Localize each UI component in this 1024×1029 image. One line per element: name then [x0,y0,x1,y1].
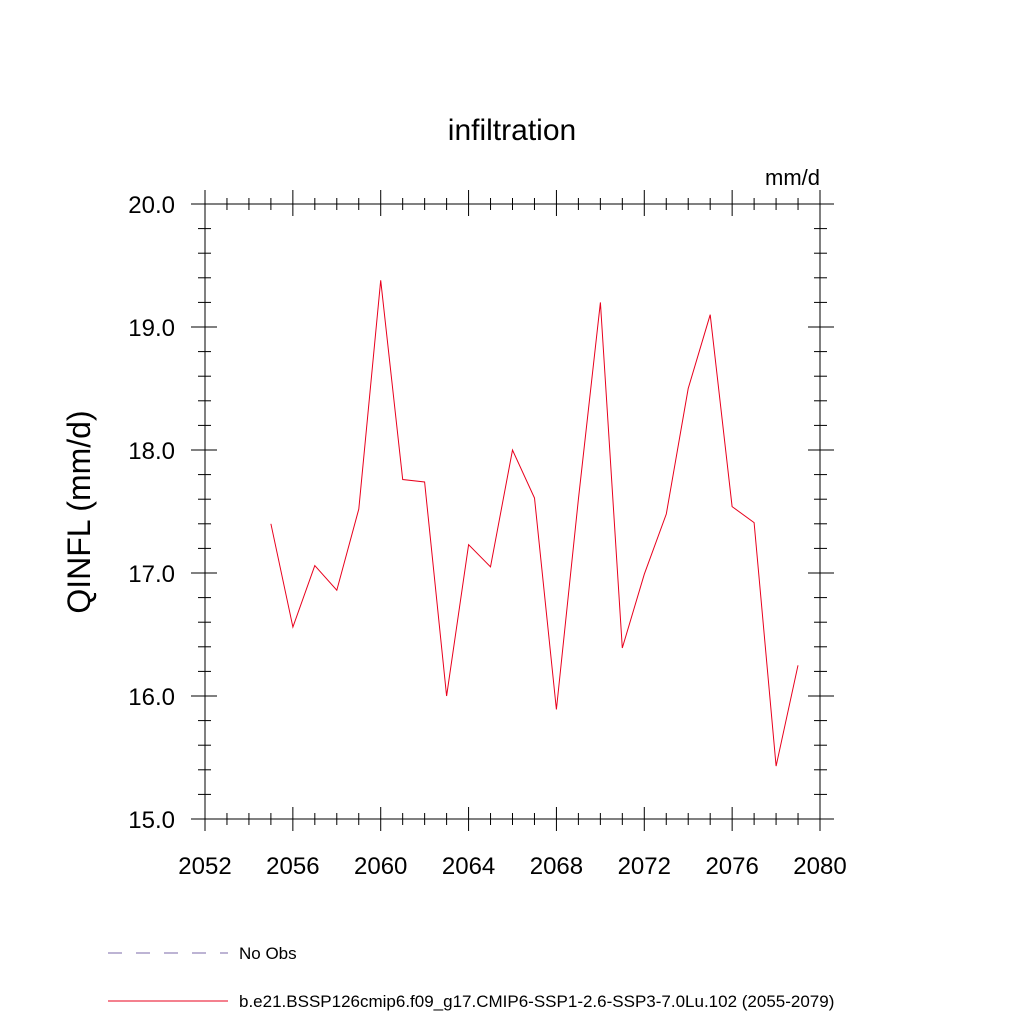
x-tick-label: 2072 [618,853,671,880]
legend-label-0: No Obs [239,944,297,963]
axis-tick-labels: 2052 2056 2060 2064 2068 2072 2076 2080 15.0 16.0… [128,192,846,880]
x-tick-label: 2080 [793,853,846,880]
axis-ticks [191,190,834,831]
y-tick-label: 16.0 [128,684,175,711]
series-layer [270,280,799,767]
plot-frame [204,203,821,820]
series-line-0 [270,280,799,767]
x-tick-label: 2064 [442,853,495,880]
y-tick-label: 17.0 [128,561,175,588]
y-tick-label: 15.0 [128,807,175,834]
y-tick-label: 20.0 [128,192,175,219]
x-tick-label: 2056 [266,853,319,880]
units-label: mm/d [765,165,820,190]
x-tick-label: 2076 [705,853,758,880]
x-tick-label: 2052 [178,853,231,880]
y-tick-label: 19.0 [128,315,175,342]
chart-title: infiltration [448,114,576,147]
x-tick-label: 2068 [530,853,583,880]
y-tick-label: 18.0 [128,438,175,465]
y-axis-label: QINFL (mm/d) [61,410,97,613]
x-tick-label: 2060 [354,853,407,880]
legend-label-1: b.e21.BSSP126cmip6.f09_g17.CMIP6-SSP1-2.… [239,992,834,1011]
legend: No Obs b.e21.BSSP126cmip6.f09_g17.CMIP6-S… [108,944,834,1011]
